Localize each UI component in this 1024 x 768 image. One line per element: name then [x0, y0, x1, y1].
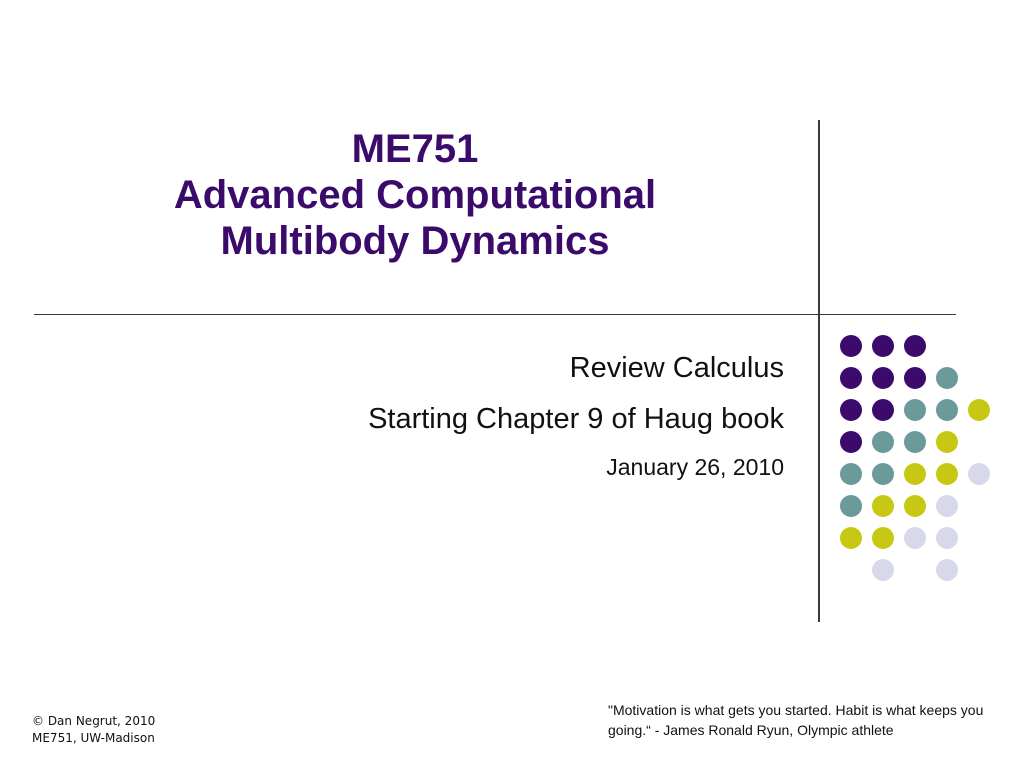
dot-yellow: [840, 527, 862, 549]
dot-yellow: [904, 463, 926, 485]
dot-purple: [840, 431, 862, 453]
dot-teal: [872, 463, 894, 485]
subtitle-date: January 26, 2010: [606, 454, 784, 480]
dot-teal: [840, 495, 862, 517]
dot-purple: [840, 399, 862, 421]
dot-purple: [840, 367, 862, 389]
dot-purple: [904, 367, 926, 389]
dot-yellow: [968, 399, 990, 421]
title-line-3: Multibody Dynamics: [220, 219, 610, 263]
dot-purple: [904, 335, 926, 357]
dot-yellow: [936, 463, 958, 485]
dot-lavender: [936, 527, 958, 549]
slide-title: ME751 Advanced Computational Multibody D…: [100, 126, 730, 264]
dot-yellow: [936, 431, 958, 453]
dot-teal: [840, 463, 862, 485]
quote-footer: "Motivation is what gets you started. Ha…: [608, 702, 984, 738]
dot-teal: [936, 399, 958, 421]
copyright-footer: © Dan Negrut, 2010 ME751, UW-Madison: [32, 713, 155, 747]
dot-yellow: [904, 495, 926, 517]
subtitle-line-2: Starting Chapter 9 of Haug book: [368, 403, 784, 435]
dot-yellow: [872, 527, 894, 549]
vertical-divider: [818, 120, 820, 622]
dot-teal: [872, 431, 894, 453]
copyright-line-1: © Dan Negrut, 2010: [32, 714, 156, 728]
dot-teal: [904, 431, 926, 453]
dot-teal: [904, 399, 926, 421]
horizontal-divider: [34, 314, 956, 315]
title-line-1: ME751: [351, 127, 479, 171]
dot-yellow: [872, 495, 894, 517]
dot-teal: [936, 367, 958, 389]
dot-lavender: [936, 559, 958, 581]
dot-purple: [872, 335, 894, 357]
copyright-line-2: ME751, UW-Madison: [32, 731, 155, 745]
dot-lavender: [936, 495, 958, 517]
dot-lavender: [872, 559, 894, 581]
dot-purple: [872, 399, 894, 421]
dot-lavender: [904, 527, 926, 549]
dot-purple: [872, 367, 894, 389]
title-line-2: Advanced Computational: [173, 173, 657, 217]
slide-subtitle: Review Calculus Starting Chapter 9 of Ha…: [368, 348, 784, 482]
dot-lavender: [968, 463, 990, 485]
subtitle-line-1: Review Calculus: [569, 352, 784, 384]
dot-purple: [840, 335, 862, 357]
